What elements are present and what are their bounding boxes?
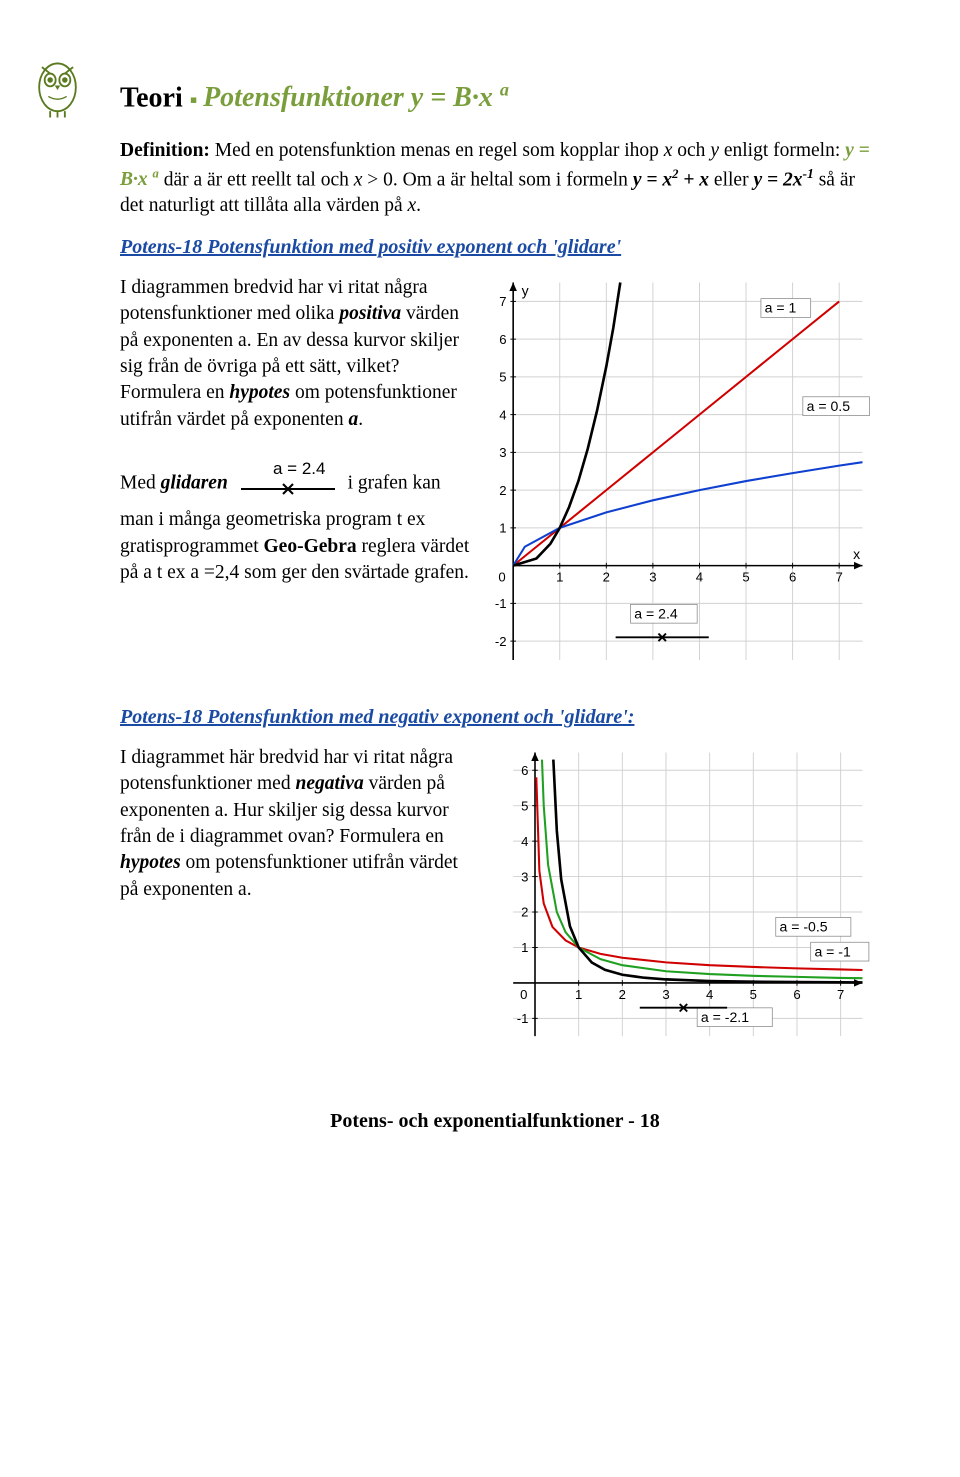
title-part-black: Teori: [120, 82, 183, 113]
svg-text:2: 2: [603, 570, 610, 585]
svg-text:7: 7: [836, 570, 843, 585]
chart-positive-exponent: 1 2 3 4 5 6 7 -2 -1 1 2 3 4 5 6 7 0 a = 1 a = 0.5 a = 2.4 x y: [485, 275, 870, 684]
svg-text:5: 5: [499, 370, 506, 385]
svg-text:3: 3: [649, 570, 656, 585]
svg-text:4: 4: [696, 570, 703, 585]
svg-text:7: 7: [837, 987, 844, 1002]
svg-text:5: 5: [750, 987, 757, 1002]
link-negative-exponent[interactable]: Potens-18 Potensfunktion med negativ exp…: [120, 706, 634, 728]
svg-text:0: 0: [498, 570, 505, 585]
svg-text:2: 2: [499, 483, 506, 498]
svg-text:3: 3: [662, 987, 669, 1002]
svg-text:1: 1: [521, 940, 528, 955]
svg-text:5: 5: [521, 799, 528, 814]
svg-text:3: 3: [521, 869, 528, 884]
slider-icon: a = 2.4: [233, 461, 343, 507]
svg-text:-1: -1: [517, 1011, 529, 1026]
svg-text:-2: -2: [495, 634, 507, 649]
link-positive-exponent[interactable]: Potens-18 Potensfunktion med positiv exp…: [120, 236, 621, 258]
svg-text:y: y: [522, 283, 530, 299]
svg-text:1: 1: [556, 570, 563, 585]
svg-text:a = 0.5: a = 0.5: [807, 398, 851, 414]
svg-text:6: 6: [499, 332, 506, 347]
svg-text:a = 1: a = 1: [765, 300, 797, 316]
svg-text:1: 1: [575, 987, 582, 1002]
svg-text:5: 5: [742, 570, 749, 585]
section1-para2: Med glidaren a = 2.4 i grafen kan man i …: [120, 461, 475, 586]
definition-paragraph: Definition: Med en potensfunktion menas …: [120, 138, 870, 219]
svg-text:a = -1: a = -1: [814, 943, 851, 959]
svg-text:2: 2: [521, 905, 528, 920]
svg-text:x: x: [853, 546, 860, 562]
svg-text:6: 6: [521, 763, 528, 778]
title-part-green: Potensfunktioner y = B·x a: [203, 82, 509, 113]
page-title: Teori ▪ Potensfunktioner y = B·x a: [120, 80, 870, 114]
section2-para1: I diagrammet här bredvid har vi ritat nå…: [120, 745, 475, 903]
definition-label: Definition:: [120, 140, 210, 161]
title-separator-icon: ▪: [190, 87, 203, 112]
svg-text:4: 4: [521, 834, 528, 849]
page-footer: Potens- och exponentialfunktioner - 18: [120, 1110, 870, 1133]
svg-text:a = -2.1: a = -2.1: [701, 1009, 749, 1025]
owl-logo-icon: [30, 50, 85, 120]
svg-text:1: 1: [499, 521, 506, 536]
svg-text:3: 3: [499, 445, 506, 460]
svg-text:4: 4: [706, 987, 713, 1002]
section1-para1: I diagrammen bredvid har vi ritat några …: [120, 275, 475, 433]
svg-text:-1: -1: [495, 596, 507, 611]
svg-text:0: 0: [520, 987, 527, 1002]
svg-text:a = 2.4: a = 2.4: [634, 606, 678, 622]
svg-text:7: 7: [499, 294, 506, 309]
svg-text:a = 2.4: a = 2.4: [273, 461, 325, 478]
chart-negative-exponent: 1 2 3 4 5 6 7 -1 1 2 3 4 5 6 0 a = -0.5 a = -1 a = -2.1: [485, 745, 870, 1060]
svg-text:6: 6: [789, 570, 796, 585]
svg-text:2: 2: [619, 987, 626, 1002]
svg-text:4: 4: [499, 407, 506, 422]
svg-text:a = -0.5: a = -0.5: [780, 919, 828, 935]
svg-text:6: 6: [793, 987, 800, 1002]
